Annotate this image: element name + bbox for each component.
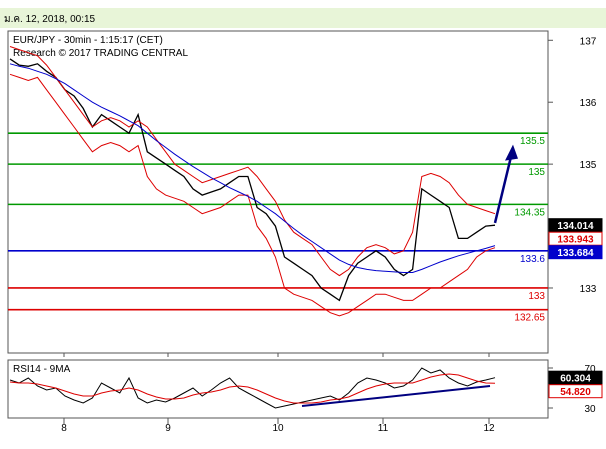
horizontal-levels: 135.5 135 134.35 133.6 133 132.65 [8, 132, 548, 324]
rsi-value-tags: 60.304 54.820 [548, 370, 603, 399]
rsi-trendline [301, 385, 491, 407]
rsi-tag-box-1 [548, 384, 603, 399]
header-bar [0, 8, 606, 28]
level-label-3: 133.6 [520, 254, 545, 265]
rsi-y-tick-label-0: 70 [584, 364, 596, 375]
x-tick-label-3: 11 [378, 423, 389, 434]
price-tag-label-2: 133.684 [557, 248, 594, 259]
bollinger-upper-line [9, 46, 496, 277]
level-label-2: 134.35 [514, 207, 545, 218]
rsi-line [9, 367, 496, 409]
price-y-tick-label-0: 137 [580, 36, 597, 47]
price-tag-label-1: 133.943 [557, 235, 594, 246]
price-y-tick-label-4: 133 [580, 284, 597, 295]
x-tick-label-1: 9 [165, 423, 171, 434]
level-label-5: 132.65 [514, 313, 545, 324]
x-tick-label-4: 12 [483, 423, 495, 434]
price-plot-area [7, 30, 549, 354]
price-tag-label-0: 134.014 [557, 221, 594, 232]
price-subtitle: Research © 2017 TRADING CENTRAL [13, 48, 188, 59]
rsi-y-tick-label-2: 30 [584, 404, 596, 415]
price-y-tick-label-2: 135 [580, 160, 597, 171]
level-label-0: 135.5 [520, 136, 545, 147]
rsi-title: RSI14 - 9MA [13, 364, 71, 375]
rsi-tag-label-1: 54.820 [560, 387, 591, 398]
price-title: EUR/JPY - 30min - 1:15:17 (CET) [13, 35, 163, 46]
rsi-series [9, 367, 496, 409]
x-tick-label-2: 10 [272, 423, 284, 434]
level-label-4: 133 [528, 291, 545, 302]
bollinger-lower-line [9, 73, 496, 317]
forecast-arrow-head [505, 144, 518, 161]
price-y-tick-label-1: 136 [580, 98, 597, 109]
rsi-tag-label-0: 60.304 [560, 374, 591, 385]
price-value-tags: 134.014 133.943 133.684 [548, 218, 603, 260]
timestamp-label: ม.ค. 12, 2018, 00:15 [4, 14, 96, 25]
rsi-ma-line [9, 373, 496, 404]
price-panel: EUR/JPY - 30min - 1:15:17 (CET) Research… [7, 30, 603, 354]
price-tag-box-2 [548, 245, 603, 260]
moving-average-line [9, 63, 496, 273]
price-line [9, 58, 496, 302]
forecast-arrow-shaft [493, 156, 513, 224]
level-label-1: 135 [528, 167, 545, 178]
x-tick-label-0: 8 [61, 423, 67, 434]
x-axis: 8 9 10 11 12 [61, 353, 495, 434]
price-series [9, 46, 518, 317]
